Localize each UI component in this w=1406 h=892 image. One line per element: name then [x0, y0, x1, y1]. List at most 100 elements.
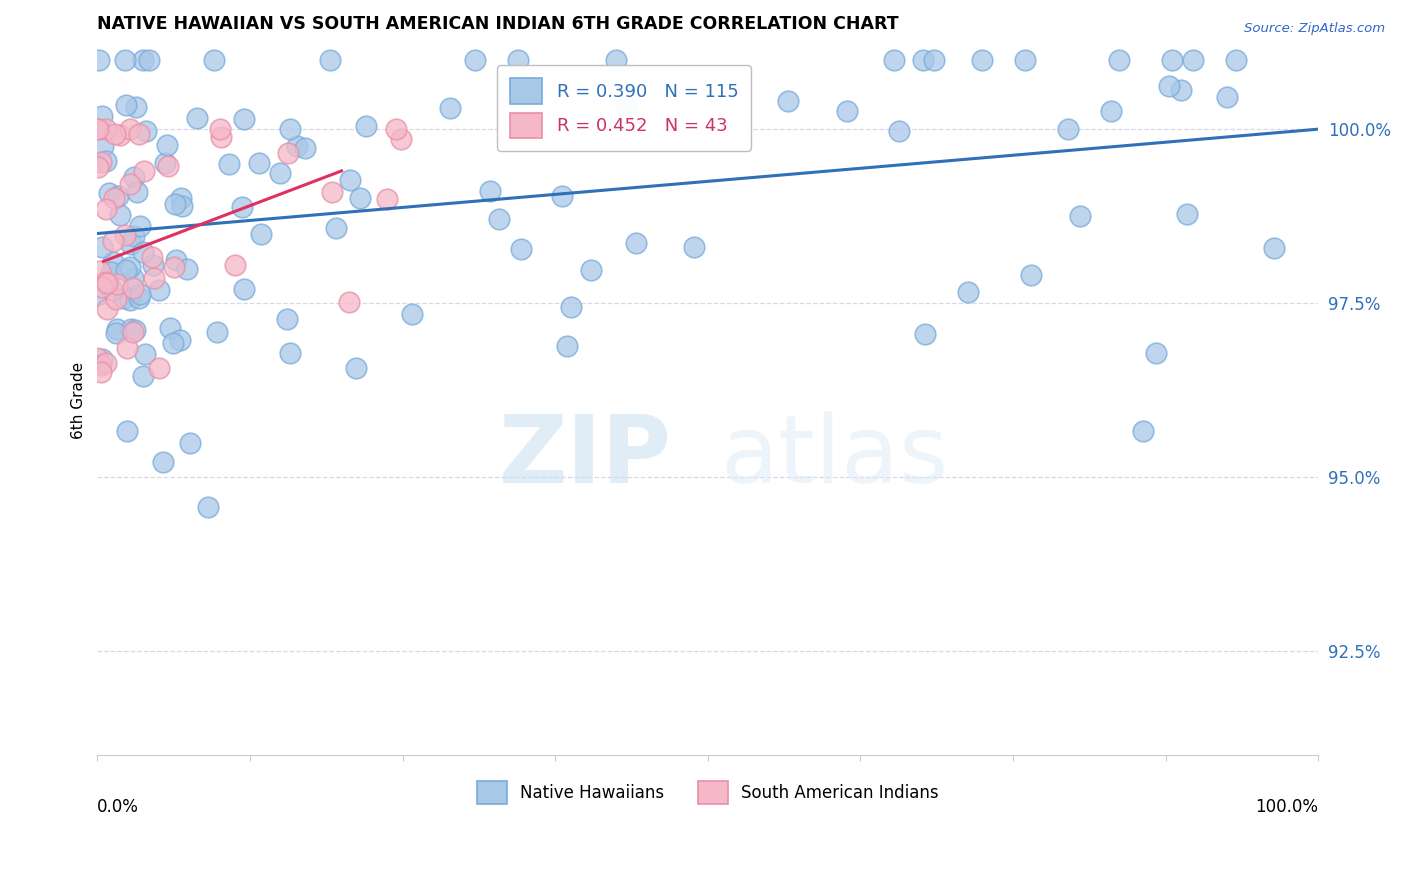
- Point: [1263, 241, 1285, 255]
- Point: [125, 100, 148, 114]
- Point: [132, 244, 155, 259]
- Point: [218, 157, 240, 171]
- Text: ZIP: ZIP: [498, 411, 671, 503]
- Point: [247, 155, 270, 169]
- Point: [138, 53, 160, 67]
- Point: [87, 122, 110, 136]
- Point: [1069, 210, 1091, 224]
- Point: [197, 500, 219, 514]
- Point: [1108, 53, 1130, 67]
- Point: [128, 219, 150, 233]
- Point: [105, 326, 128, 341]
- Point: [94, 154, 117, 169]
- Point: [1132, 424, 1154, 438]
- Point: [96, 302, 118, 317]
- Point: [114, 97, 136, 112]
- Point: [96, 276, 118, 290]
- Point: [377, 192, 399, 206]
- Point: [90, 365, 112, 379]
- Point: [1175, 207, 1198, 221]
- Point: [1014, 53, 1036, 67]
- Text: 100.0%: 100.0%: [1256, 798, 1319, 816]
- Point: [115, 425, 138, 439]
- Point: [91, 351, 114, 366]
- Point: [837, 103, 859, 118]
- Point: [344, 360, 367, 375]
- Text: atlas: atlas: [720, 411, 948, 503]
- Point: [124, 323, 146, 337]
- Point: [90, 240, 112, 254]
- Point: [172, 199, 194, 213]
- Point: [156, 160, 179, 174]
- Point: [385, 122, 408, 136]
- Point: [506, 53, 529, 67]
- Point: [118, 293, 141, 307]
- Point: [134, 347, 156, 361]
- Point: [156, 138, 179, 153]
- Point: [115, 342, 138, 356]
- Point: [114, 262, 136, 277]
- Point: [555, 339, 578, 353]
- Text: Source: ZipAtlas.com: Source: ZipAtlas.com: [1244, 22, 1385, 36]
- Point: [1159, 79, 1181, 94]
- Point: [103, 255, 125, 269]
- Point: [112, 291, 135, 305]
- Point: [94, 122, 117, 136]
- Point: [153, 156, 176, 170]
- Point: [211, 129, 233, 144]
- Point: [141, 250, 163, 264]
- Point: [280, 346, 302, 360]
- Point: [142, 258, 165, 272]
- Point: [912, 53, 935, 67]
- Point: [579, 263, 602, 277]
- Point: [337, 295, 360, 310]
- Point: [277, 145, 299, 160]
- Point: [142, 271, 165, 285]
- Point: [94, 202, 117, 216]
- Point: [86, 351, 108, 365]
- Point: [1181, 53, 1204, 67]
- Point: [105, 277, 128, 292]
- Point: [105, 321, 128, 335]
- Point: [90, 358, 112, 372]
- Point: [87, 122, 110, 136]
- Point: [104, 292, 127, 306]
- Point: [205, 326, 228, 340]
- Point: [163, 196, 186, 211]
- Point: [120, 237, 142, 252]
- Point: [269, 167, 291, 181]
- Point: [90, 280, 112, 294]
- Point: [122, 228, 145, 243]
- Point: [186, 112, 208, 126]
- Point: [90, 155, 112, 169]
- Point: [121, 271, 143, 285]
- Point: [118, 177, 141, 191]
- Point: [120, 321, 142, 335]
- Point: [325, 220, 347, 235]
- Point: [103, 191, 125, 205]
- Point: [232, 282, 254, 296]
- Point: [389, 132, 412, 146]
- Point: [128, 287, 150, 301]
- Point: [162, 335, 184, 350]
- Point: [354, 119, 377, 133]
- Point: [883, 53, 905, 67]
- Point: [510, 243, 533, 257]
- Point: [204, 53, 226, 67]
- Point: [94, 275, 117, 289]
- Point: [249, 227, 271, 241]
- Point: [101, 283, 124, 297]
- Point: [616, 100, 638, 114]
- Point: [135, 124, 157, 138]
- Point: [148, 284, 170, 298]
- Point: [972, 53, 994, 67]
- Legend: Native Hawaiians, South American Indians: Native Hawaiians, South American Indians: [470, 774, 945, 811]
- Point: [122, 170, 145, 185]
- Point: [285, 139, 308, 153]
- Point: [134, 164, 156, 178]
- Y-axis label: 6th Grade: 6th Grade: [72, 362, 86, 439]
- Point: [682, 240, 704, 254]
- Point: [90, 109, 112, 123]
- Point: [91, 139, 114, 153]
- Point: [319, 53, 342, 67]
